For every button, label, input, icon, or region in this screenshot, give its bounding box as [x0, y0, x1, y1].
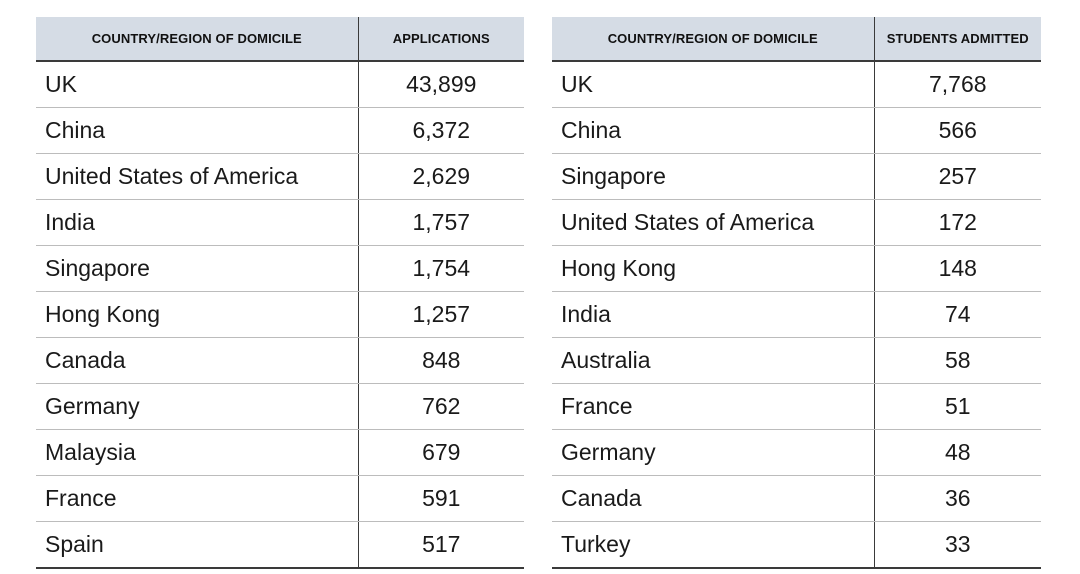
country-cell: Canada [36, 337, 359, 384]
value-cell: 36 [874, 475, 1041, 522]
country-cell: Germany [552, 429, 875, 476]
value-cell: 517 [358, 521, 524, 569]
country-cell: India [552, 291, 875, 338]
value-cell: 51 [874, 383, 1041, 430]
country-cell: United States of America [552, 199, 875, 246]
value-cell: 58 [874, 337, 1041, 384]
value-cell: 172 [874, 199, 1041, 246]
applications-body: UK 43,899 China 6,372 United States of Ameri… [36, 61, 524, 569]
country-cell: Australia [552, 337, 875, 384]
country-header: COUNTRY/REGION OF DOMICILE [552, 17, 875, 62]
applications-table: COUNTRY/REGION OF DOMICILE APPLICATIONS … [36, 17, 524, 569]
admitted-table: COUNTRY/REGION OF DOMICILE STUDENTS ADMI… [552, 17, 1041, 569]
header-row: COUNTRY/REGION OF DOMICILE APPLICATIONS [36, 17, 524, 62]
value-cell: 257 [874, 153, 1041, 200]
value-cell: 1,757 [358, 199, 524, 246]
value-cell: 74 [874, 291, 1041, 338]
country-cell: Singapore [552, 153, 875, 200]
country-cell: Spain [36, 521, 359, 569]
country-cell: Singapore [36, 245, 359, 292]
value-cell: 591 [358, 475, 524, 522]
value-cell: 566 [874, 107, 1041, 154]
students-admitted-header: STUDENTS ADMITTED [874, 17, 1041, 62]
country-cell: France [552, 383, 875, 430]
country-cell: UK [552, 61, 875, 108]
table-row: Canada 848 [36, 337, 524, 384]
table-row: Hong Kong 1,257 [36, 291, 524, 338]
applications-header: APPLICATIONS [358, 17, 524, 62]
table-row: United States of America 2,629 [36, 153, 524, 200]
value-cell: 43,899 [358, 61, 524, 108]
table-row: Singapore 257 [552, 153, 1041, 200]
value-cell: 2,629 [358, 153, 524, 200]
table-row: Germany 48 [552, 429, 1041, 476]
table-row: India 74 [552, 291, 1041, 338]
value-cell: 1,257 [358, 291, 524, 338]
country-cell: China [552, 107, 875, 154]
table-row: UK 43,899 [36, 61, 524, 108]
value-cell: 48 [874, 429, 1041, 476]
table-row: China 566 [552, 107, 1041, 154]
value-cell: 7,768 [874, 61, 1041, 108]
table-row: Canada 36 [552, 475, 1041, 522]
table-row: Hong Kong 148 [552, 245, 1041, 292]
header-row: COUNTRY/REGION OF DOMICILE STUDENTS ADMI… [552, 17, 1041, 62]
value-cell: 679 [358, 429, 524, 476]
table-row: Germany 762 [36, 383, 524, 430]
country-cell: India [36, 199, 359, 246]
country-cell: Hong Kong [552, 245, 875, 292]
table-row: United States of America 172 [552, 199, 1041, 246]
value-cell: 848 [358, 337, 524, 384]
table-row: Spain 517 [36, 521, 524, 569]
value-cell: 1,754 [358, 245, 524, 292]
country-header: COUNTRY/REGION OF DOMICILE [36, 17, 359, 62]
table-row: France 51 [552, 383, 1041, 430]
country-cell: Hong Kong [36, 291, 359, 338]
value-cell: 148 [874, 245, 1041, 292]
table-row: China 6,372 [36, 107, 524, 154]
table-row: India 1,757 [36, 199, 524, 246]
country-cell: UK [36, 61, 359, 108]
country-cell: Malaysia [36, 429, 359, 476]
country-cell: France [36, 475, 359, 522]
value-cell: 33 [874, 521, 1041, 569]
country-cell: Canada [552, 475, 875, 522]
table-row: UK 7,768 [552, 61, 1041, 108]
table-row: Malaysia 679 [36, 429, 524, 476]
table-row: France 591 [36, 475, 524, 522]
admitted-body: UK 7,768 China 566 Singapore 257 United States… [552, 61, 1041, 569]
value-cell: 6,372 [358, 107, 524, 154]
country-cell: China [36, 107, 359, 154]
value-cell: 762 [358, 383, 524, 430]
country-cell: United States of America [36, 153, 359, 200]
table-row: Australia 58 [552, 337, 1041, 384]
country-cell: Turkey [552, 521, 875, 569]
table-row: Singapore 1,754 [36, 245, 524, 292]
country-cell: Germany [36, 383, 359, 430]
table-row: Turkey 33 [552, 521, 1041, 569]
